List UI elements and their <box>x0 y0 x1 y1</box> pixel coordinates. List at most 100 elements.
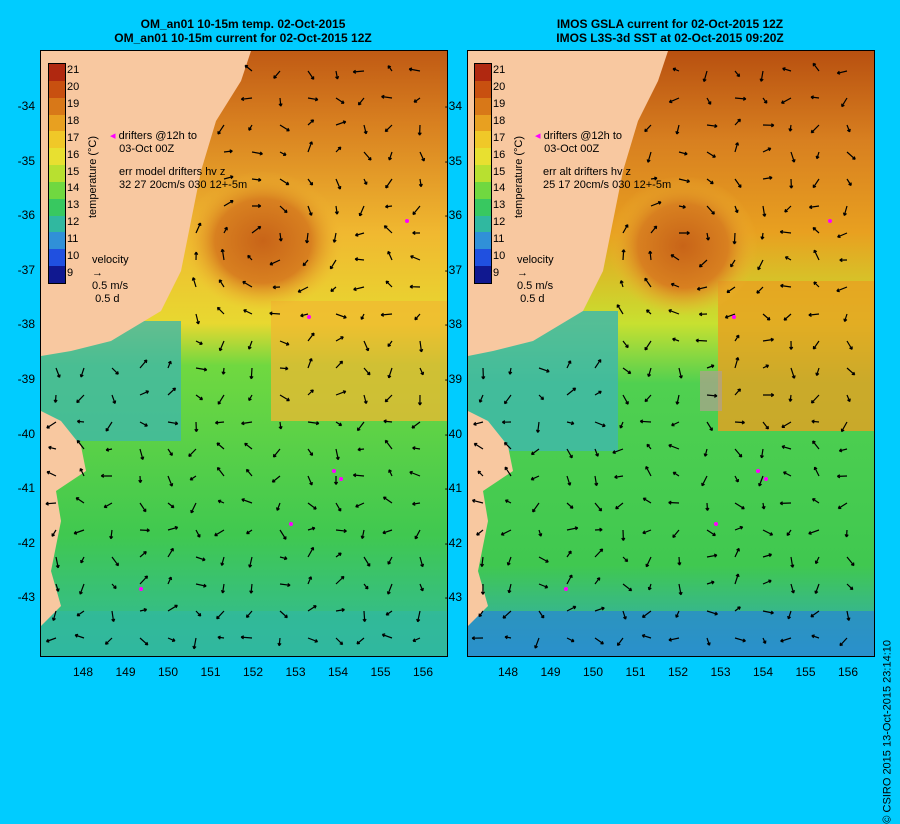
current-arrow <box>734 525 744 531</box>
current-arrow <box>530 448 540 456</box>
current-arrow <box>622 224 629 234</box>
current-arrow <box>538 367 550 373</box>
current-arrow <box>813 466 820 477</box>
current-arrow <box>614 474 624 479</box>
current-arrow <box>419 340 424 353</box>
lon-tick-label: 154 <box>752 665 774 679</box>
current-arrow <box>300 313 309 318</box>
current-arrow <box>756 286 764 294</box>
current-arrow <box>190 502 197 514</box>
current-arrow <box>678 367 683 379</box>
current-arrow <box>838 448 848 453</box>
current-arrow <box>810 610 820 618</box>
current-arrow <box>383 225 393 234</box>
current-arrow <box>734 606 741 612</box>
current-arrow <box>478 394 484 403</box>
current-arrow <box>387 556 393 565</box>
current-arrow <box>139 390 150 396</box>
colorbar-segment <box>475 181 491 199</box>
current-arrow <box>167 604 178 612</box>
current-arrow <box>763 392 775 398</box>
current-arrow <box>790 556 795 568</box>
current-arrow <box>734 357 740 369</box>
velocity-arrow-icon: → <box>92 267 103 279</box>
current-arrow <box>245 610 253 618</box>
current-arrow <box>566 605 577 612</box>
current-arrow <box>836 286 848 293</box>
current-arrow <box>48 445 57 450</box>
current-arrow <box>167 421 179 426</box>
current-arrow <box>55 556 60 569</box>
colorbar-label: 15 <box>67 165 80 178</box>
current-arrow <box>307 358 313 369</box>
right-title-line2: IMOS L3S-3d SST at 02-Oct-2015 09:20Z <box>556 31 784 45</box>
current-arrow <box>726 286 736 294</box>
current-arrow <box>668 309 680 315</box>
current-arrow <box>195 222 202 234</box>
current-arrow <box>846 367 856 376</box>
current-arrow <box>55 583 60 592</box>
current-arrow <box>650 225 658 234</box>
current-arrow <box>279 610 288 619</box>
current-arrow <box>307 97 319 102</box>
colorbar-segment <box>475 232 491 250</box>
tasmania-land <box>468 411 513 626</box>
current-arrow <box>412 501 421 506</box>
current-arrow <box>167 525 179 531</box>
current-arrow <box>335 421 343 427</box>
cold-water-south <box>41 611 447 656</box>
current-arrow <box>409 470 421 477</box>
current-arrow <box>279 340 290 346</box>
velocity-label: velocity <box>92 254 129 266</box>
current-arrow <box>641 634 652 639</box>
current-arrow <box>307 605 317 612</box>
colorbar-label: 10 <box>67 249 80 262</box>
current-arrow <box>734 118 741 126</box>
current-arrow <box>734 178 742 188</box>
current-arrow <box>757 259 764 271</box>
current-arrow <box>566 526 579 531</box>
current-arrow <box>477 470 484 477</box>
lat-tick-label: -34 <box>444 99 462 113</box>
colorbar-label: 11 <box>67 232 79 245</box>
current-arrow <box>217 124 225 135</box>
current-arrow <box>195 394 204 401</box>
colorbar-segment <box>49 215 65 233</box>
current-arrow <box>111 556 119 567</box>
current-arrow <box>105 447 113 452</box>
current-arrow <box>385 610 393 616</box>
current-arrow <box>808 312 820 317</box>
current-arrow <box>675 394 680 405</box>
current-arrow <box>139 575 149 585</box>
current-arrow <box>380 312 393 317</box>
current-arrow <box>641 610 652 618</box>
current-arrow <box>647 583 652 591</box>
current-arrow <box>278 421 283 430</box>
drifters-legend-line1: drifters @12h to <box>543 130 623 142</box>
colorbar-label: 14 <box>493 182 506 195</box>
current-arrow <box>355 502 365 508</box>
current-arrow <box>194 421 199 433</box>
current-arrow <box>566 387 577 396</box>
current-arrow <box>734 547 740 558</box>
current-arrow <box>789 178 794 189</box>
current-arrow <box>812 440 820 450</box>
current-arrow <box>79 367 85 378</box>
current-arrow <box>762 337 774 342</box>
current-arrow <box>532 502 540 513</box>
current-arrow <box>307 141 313 153</box>
current-arrow <box>677 556 682 566</box>
current-arrow <box>385 178 393 189</box>
current-arrow <box>384 124 393 133</box>
drifter-legend-marker: ◂ <box>110 130 116 142</box>
current-arrow <box>387 250 393 261</box>
current-arrow <box>813 281 820 288</box>
lat-tick-label: -42 <box>444 535 462 550</box>
current-arrow <box>534 637 540 649</box>
current-arrow <box>381 633 393 639</box>
current-arrow <box>419 556 425 568</box>
current-arrow <box>642 529 652 535</box>
current-arrow <box>846 583 854 591</box>
right-colorbar <box>474 63 492 284</box>
colorbar-segment <box>475 64 491 81</box>
